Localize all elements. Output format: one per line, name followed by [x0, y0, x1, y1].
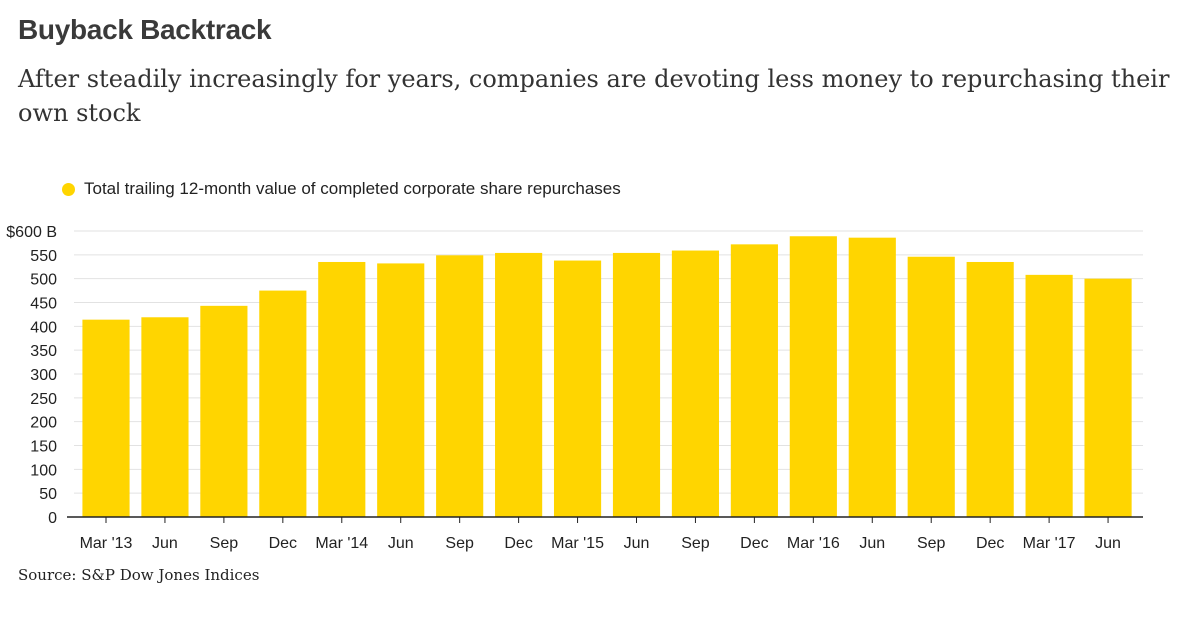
bar [730, 244, 778, 517]
x-tick-label: Mar '15 [551, 535, 604, 552]
y-tick-label: 300 [30, 367, 57, 384]
bar [495, 252, 543, 517]
bar [259, 290, 307, 517]
y-tick-label: 350 [30, 343, 57, 360]
x-tick-label: Mar '16 [787, 535, 840, 552]
x-tick-label: Jun [1095, 535, 1121, 552]
y-tick-label: 550 [30, 248, 57, 265]
legend-label: Total trailing 12-month value of complet… [84, 179, 621, 198]
bar [553, 260, 602, 517]
x-tick-label: Dec [504, 535, 532, 552]
bar [671, 250, 720, 517]
x-tick-label: Sep [210, 535, 239, 552]
x-tick-label: Dec [976, 535, 1004, 552]
x-tick-label: Sep [445, 535, 474, 552]
bar [82, 319, 130, 517]
bar [436, 255, 484, 517]
bar [789, 236, 837, 517]
y-tick-label: 400 [30, 319, 57, 336]
gridlines [74, 230, 1143, 494]
x-tick-label: Sep [917, 535, 946, 552]
chart-title: Buyback Backtrack [18, 14, 272, 45]
y-tick-label: 150 [30, 439, 57, 456]
x-tick-label: Jun [388, 535, 414, 552]
legend: Total trailing 12-month value of complet… [62, 179, 621, 199]
x-tick-label: Mar '17 [1023, 535, 1076, 552]
y-tick-label: 200 [30, 415, 57, 432]
bar [612, 252, 661, 517]
bar [377, 263, 425, 517]
chart-subtitle: After steadily increasingly for years, c… [18, 65, 1170, 127]
bar [200, 305, 248, 517]
legend-swatch [62, 182, 75, 196]
x-tick-label: Dec [740, 535, 768, 552]
y-tick-label: 250 [30, 391, 57, 408]
bar [1084, 278, 1132, 517]
y-tick-label: 450 [30, 296, 57, 313]
y-tick-label: $600 B [6, 224, 57, 241]
x-tick-label: Jun [152, 535, 178, 552]
axes: 0 50 100 150 200 250 300 350 400 450 500 550 $600 B M… [6, 224, 1143, 552]
y-tick-label: 100 [30, 462, 57, 479]
source-note: Source: S&P Dow Jones Indices [18, 566, 260, 584]
x-tick-label: Mar '13 [80, 535, 133, 552]
x-tick-label: Mar '14 [315, 535, 368, 552]
x-tick-label: Jun [859, 535, 885, 552]
bar [907, 256, 955, 517]
x-tick-label: Sep [681, 535, 710, 552]
y-tick-label: 0 [48, 510, 57, 527]
bar [1025, 274, 1073, 517]
y-tick-label: 50 [39, 486, 57, 503]
bar [318, 261, 366, 517]
bar [141, 317, 189, 517]
y-tick-label: 500 [30, 272, 57, 289]
bars [82, 236, 1132, 517]
bar [848, 237, 896, 517]
x-tick-label: Jun [624, 535, 650, 552]
bar [966, 261, 1014, 517]
bar-chart: 0 50 100 150 200 250 300 350 400 450 500 550 $600 B M… [6, 224, 1143, 552]
x-tick-label: Dec [269, 535, 297, 552]
